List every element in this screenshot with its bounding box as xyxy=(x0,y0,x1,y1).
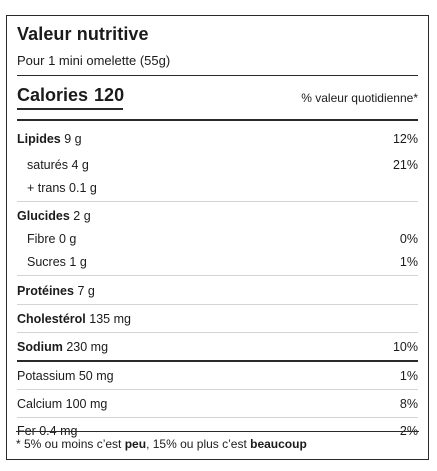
divider xyxy=(17,332,418,333)
nutrient-amount: 1 g xyxy=(69,255,87,269)
calories-label: Calories xyxy=(17,85,89,105)
nutrient-amount: 50 mg xyxy=(78,369,114,383)
nutrient-row-sucres: Sucres 1 g 1% xyxy=(17,251,418,273)
nutrition-facts-label: Valeur nutritive Pour 1 mini omelette (5… xyxy=(6,15,429,460)
nutrient-name: + trans xyxy=(27,181,66,195)
nutrient-dv: 21% xyxy=(392,158,418,172)
nutrient-row-potassium: Potassium 50 mg 1% xyxy=(17,365,418,387)
divider xyxy=(17,75,418,76)
nutrient-name: Potassium xyxy=(17,369,76,383)
nutrient-row-fibre: Fibre 0 g 0% xyxy=(17,228,418,250)
nutrient-row-calcium: Calcium 100 mg 8% xyxy=(17,393,418,415)
nutrient-dv: 12% xyxy=(392,132,418,146)
nutrient-dv: 0% xyxy=(399,232,418,246)
nutrient-row-satures: saturés 4 g 21% xyxy=(17,154,418,176)
footnote: * 5% ou moins c’est peu, 15% ou plus c’e… xyxy=(16,437,307,451)
nutrient-row-sodium: Sodium 230 mg 10% xyxy=(17,336,418,358)
nutrient-row-proteines: Protéines 7 g xyxy=(17,280,418,302)
divider xyxy=(17,275,418,276)
nutrient-amount: 100 mg xyxy=(65,397,108,411)
nutrient-row-glucides: Glucides 2 g xyxy=(17,205,418,227)
divider xyxy=(17,304,418,305)
serving-size: Pour 1 mini omelette (55g) xyxy=(17,53,171,68)
nutrient-dv: 10% xyxy=(392,340,418,354)
divider xyxy=(17,417,418,418)
divider-thick xyxy=(17,360,418,362)
nutrient-name: Sodium xyxy=(17,340,63,354)
nutrient-row-trans: + trans 0.1 g xyxy=(17,177,418,199)
nutrient-amount: 7 g xyxy=(77,284,95,298)
nutrient-name: Lipides xyxy=(17,132,61,146)
daily-value-header: % valeur quotidienne* xyxy=(301,91,418,105)
footnote-divider xyxy=(16,431,419,432)
nutrient-name: Sucres xyxy=(27,255,66,269)
calories-value: 120 xyxy=(94,85,125,105)
nutrient-name: Calcium xyxy=(17,397,63,411)
nutrient-row-lipides: Lipides 9 g 12% xyxy=(17,128,418,150)
nutrient-name: Fibre xyxy=(27,232,56,246)
nutrient-name: Glucides xyxy=(17,209,70,223)
nutrient-name: saturés xyxy=(27,158,68,172)
nutrient-amount: 0 g xyxy=(58,232,77,246)
nutrient-dv: 1% xyxy=(399,255,418,269)
divider xyxy=(17,201,418,202)
nutrient-amount: 2 g xyxy=(73,209,91,223)
nutrient-amount: 0.1 g xyxy=(69,181,97,195)
calories-line: Calories 120 xyxy=(17,85,124,106)
calories-underline xyxy=(17,108,123,110)
label-content: Valeur nutritive Pour 1 mini omelette (5… xyxy=(17,16,418,459)
nutrient-row-cholesterol: Cholestérol 135 mg xyxy=(17,308,418,330)
nutrient-dv: 8% xyxy=(399,397,418,411)
nutrient-name: Protéines xyxy=(17,284,74,298)
nutrient-name: Cholestérol xyxy=(17,312,86,326)
nutrient-dv: 1% xyxy=(399,369,418,383)
divider xyxy=(17,389,418,390)
nutrient-amount: 230 mg xyxy=(66,340,109,354)
nutrient-amount: 135 mg xyxy=(89,312,131,326)
label-title: Valeur nutritive xyxy=(17,24,149,44)
nutrient-amount: 4 g xyxy=(71,158,89,172)
divider-thick xyxy=(17,119,418,121)
nutrient-amount: 9 g xyxy=(64,132,82,146)
